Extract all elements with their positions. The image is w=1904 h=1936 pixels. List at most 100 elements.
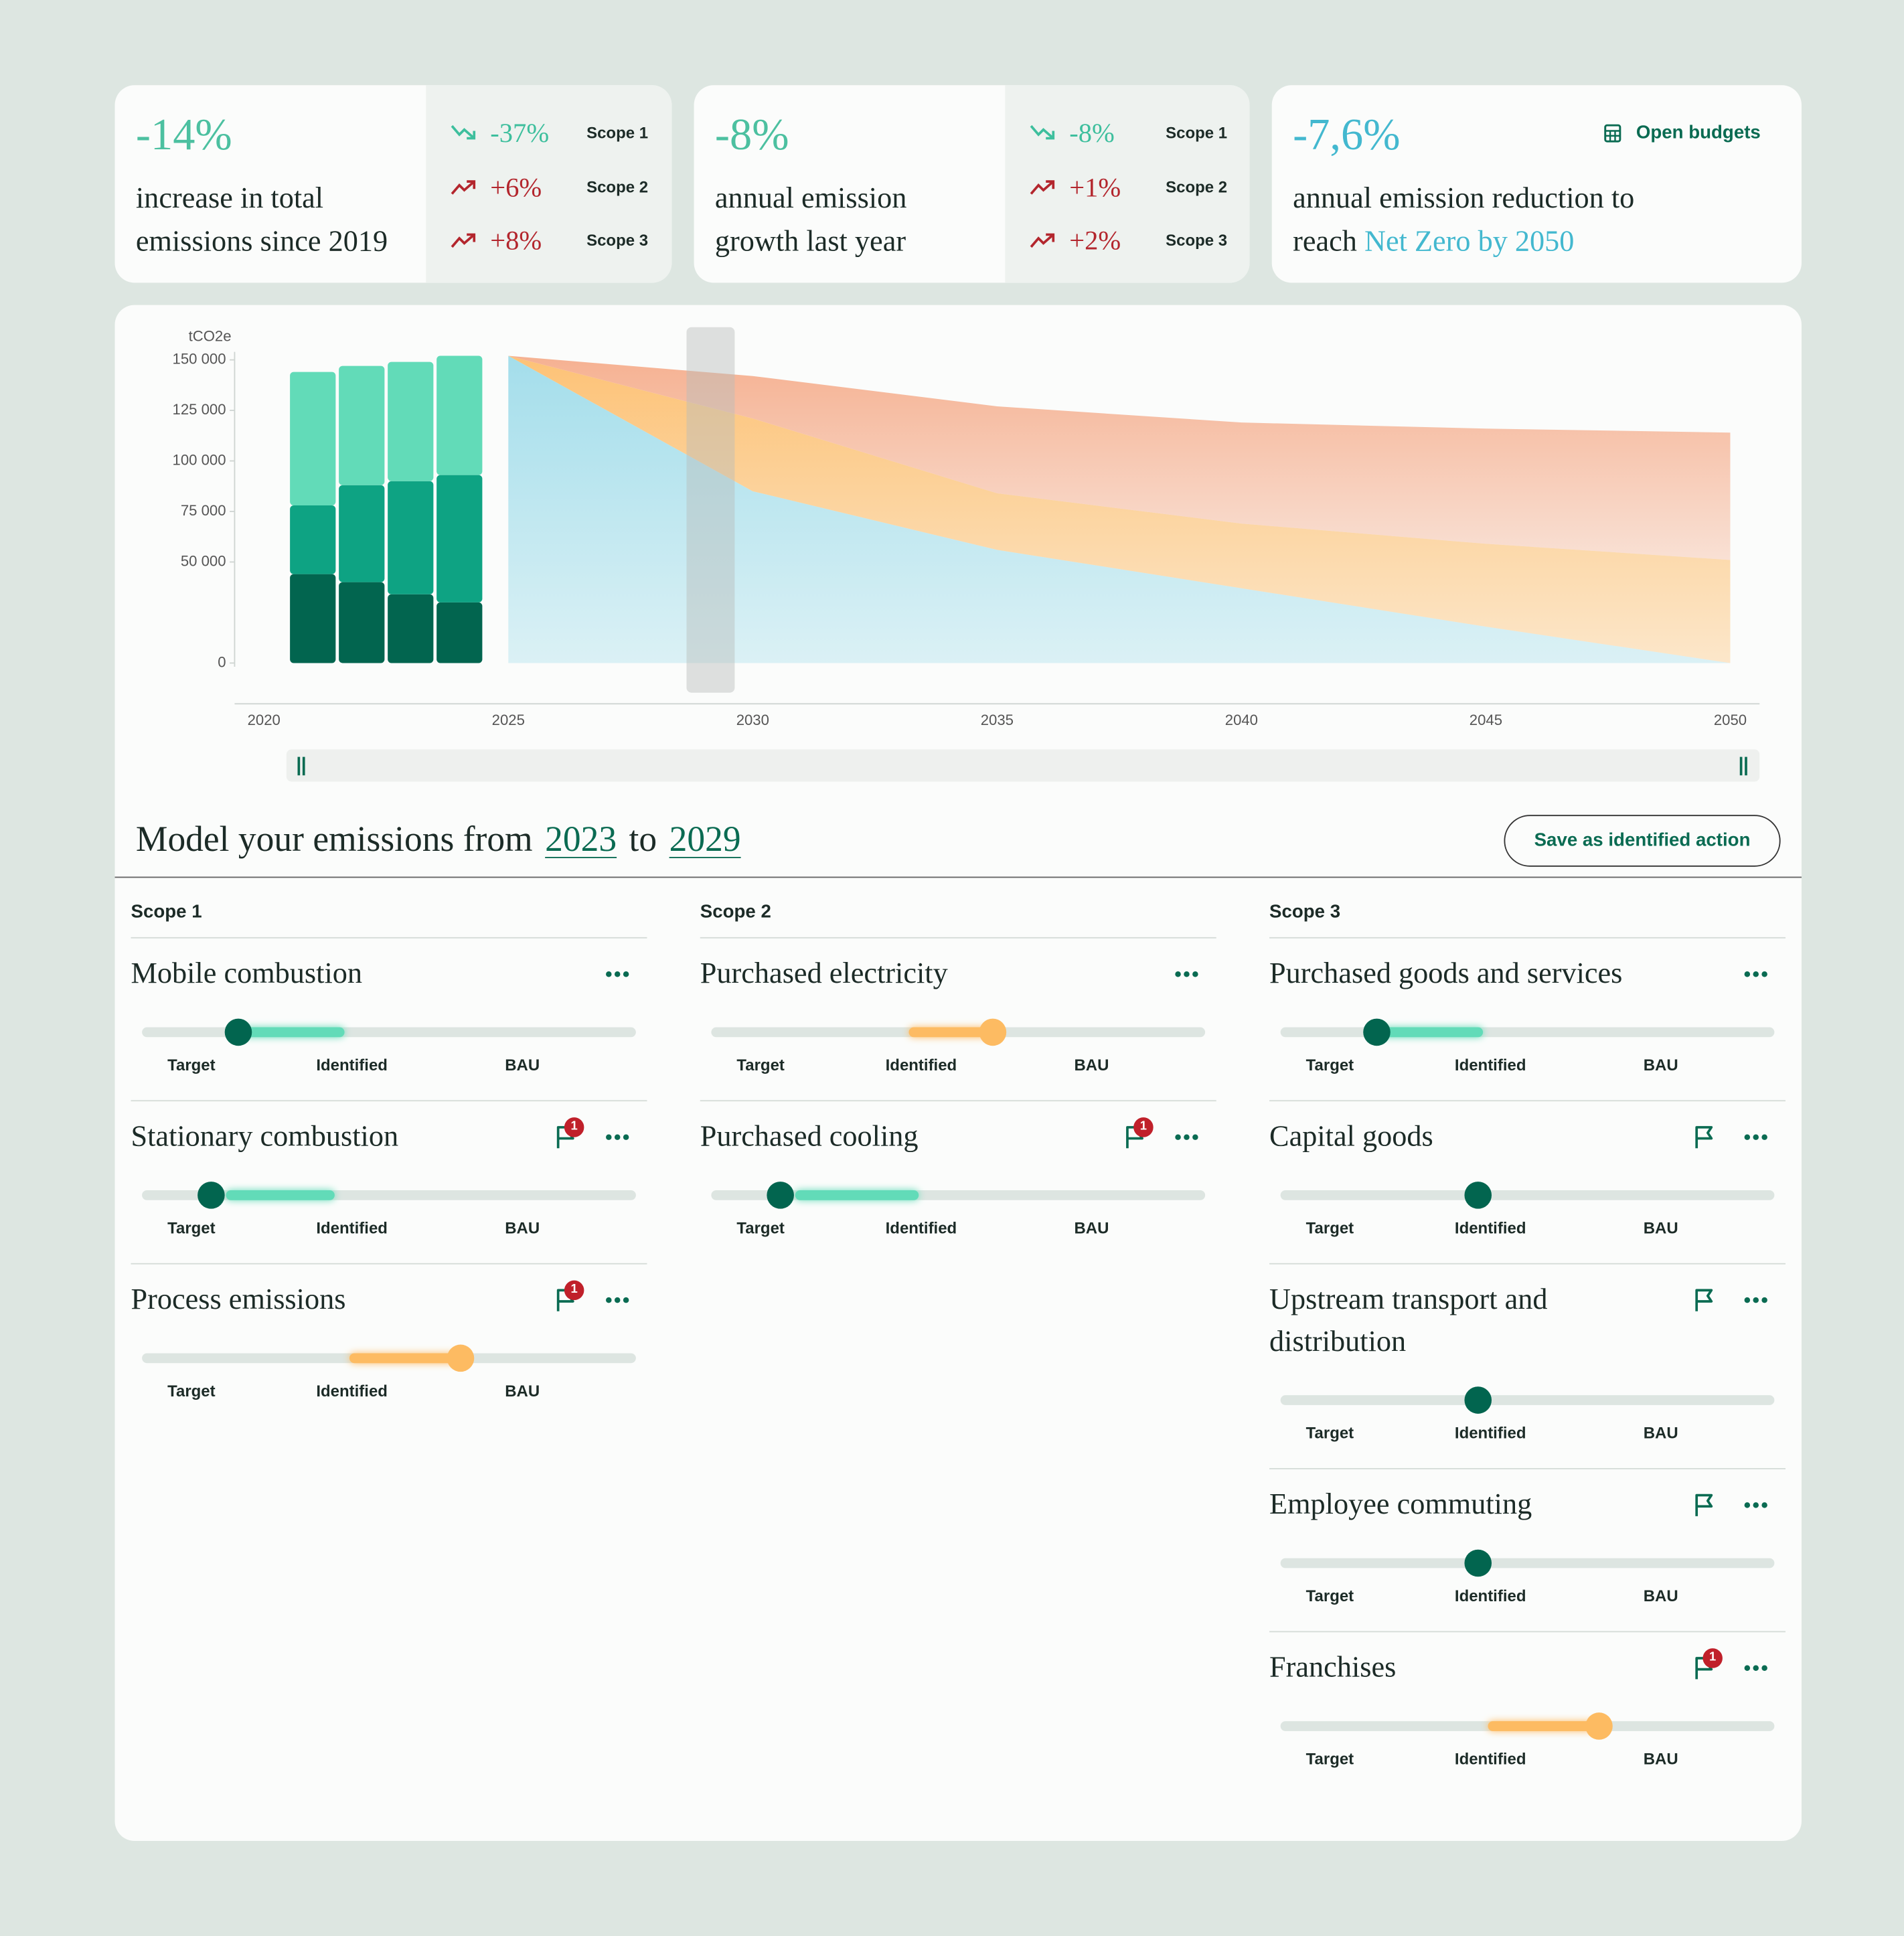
dot — [1761, 1665, 1767, 1672]
kpi-text: increase in total emissions since 2019 — [136, 178, 402, 264]
kpi-highlight: Net Zero by 2050 — [1364, 226, 1575, 258]
slider-thumb[interactable] — [1464, 1386, 1492, 1414]
trend-icon — [451, 179, 476, 194]
scope-item: Capital goods Target Identified BAU — [1269, 1100, 1786, 1263]
slider-thumb[interactable] — [979, 1018, 1007, 1046]
more-button[interactable] — [1743, 1133, 1768, 1141]
trend-icon — [1030, 179, 1055, 194]
breakdown-label: Scope 3 — [586, 230, 649, 250]
more-button[interactable] — [605, 971, 630, 978]
slider-label: Target — [167, 1055, 216, 1074]
range-scrubber[interactable] — [286, 749, 1760, 782]
dot — [623, 1297, 629, 1303]
model-heading: Model your emissions from 2023 to 2029 — [136, 815, 741, 864]
breakdown-row: -37% Scope 1 — [426, 115, 671, 152]
dot — [614, 971, 621, 977]
item-icons: 1 — [1123, 1116, 1199, 1158]
flag-icon — [1695, 1126, 1713, 1149]
more-button[interactable] — [1743, 1502, 1768, 1509]
slider-fill — [238, 1027, 345, 1038]
slider-fill — [1376, 1027, 1484, 1038]
dot — [1761, 971, 1767, 977]
dot — [623, 971, 629, 977]
kpi-text-body: annual emission growth last year — [714, 182, 907, 258]
slider-labels: Target Identified BAU — [1269, 1425, 1786, 1442]
slider-labels: Target Identified BAU — [1269, 1056, 1786, 1074]
from-year[interactable]: 2023 — [545, 819, 617, 860]
slider-thumb[interactable] — [1464, 1182, 1492, 1209]
scrubber-handle-left[interactable] — [297, 756, 305, 776]
trend-line — [1030, 234, 1054, 248]
bar-segment — [437, 602, 483, 663]
dot — [623, 1134, 629, 1140]
x-tick-label: 2045 — [1470, 712, 1502, 728]
flag-button[interactable] — [1692, 1287, 1719, 1314]
y-tick-label: 150 000 — [173, 350, 226, 367]
slider-label: Target — [1305, 1587, 1354, 1605]
bar-segment — [339, 366, 385, 485]
slider-label: BAU — [505, 1055, 540, 1074]
kpi-headline: -8% — [714, 110, 789, 159]
flag-button[interactable]: 1 — [553, 1117, 584, 1151]
dot — [606, 1297, 612, 1303]
slider-thumb[interactable] — [1363, 1018, 1391, 1046]
slider-label: Target — [167, 1218, 216, 1238]
x-tick-label: 2050 — [1714, 712, 1747, 728]
flag-button[interactable]: 1 — [1123, 1117, 1154, 1151]
scope-breakdown: -8% Scope 1 +1% Scope 2 +2% Scope 3 — [1005, 85, 1250, 283]
slider-thumb[interactable] — [1585, 1712, 1613, 1740]
slider-label: Target — [1305, 1218, 1354, 1238]
flag-badge: 1 — [1702, 1648, 1723, 1668]
icon-grid — [1605, 130, 1620, 142]
kpi-card: -7,6% annual emission reduction to reach N… — [1271, 85, 1802, 283]
flag-shape — [1695, 1126, 1713, 1149]
more-button[interactable] — [1743, 1664, 1768, 1672]
slider-label: Identified — [885, 1055, 957, 1074]
flag-button[interactable]: 1 — [553, 1280, 584, 1314]
slider — [131, 1018, 647, 1046]
y-tick-label: 0 — [218, 653, 226, 670]
flag-button[interactable] — [1692, 1491, 1719, 1519]
budget-icon — [1604, 124, 1621, 143]
kpi-headline: -7,6% — [1293, 110, 1401, 159]
dot — [1744, 971, 1751, 977]
projection-area — [508, 355, 1731, 663]
item-name: Purchased goods and services — [1269, 958, 1623, 991]
slider-label: Target — [736, 1218, 785, 1238]
bar-segment — [388, 594, 434, 663]
slider-track — [1280, 1027, 1775, 1038]
save-button[interactable]: Save as identified action — [1504, 815, 1781, 867]
more-button[interactable] — [1743, 1297, 1768, 1304]
flag-button[interactable] — [1692, 1123, 1719, 1151]
slider-thumb[interactable] — [447, 1344, 475, 1372]
icon-frame — [1604, 124, 1621, 143]
dot — [1753, 1665, 1759, 1672]
slider-thumb[interactable] — [767, 1182, 794, 1209]
breakdown-row: +2% Scope 3 — [1005, 222, 1249, 259]
open-budgets-link[interactable]: Open budgets — [1636, 122, 1761, 143]
slider — [131, 1344, 647, 1372]
slider-thumb[interactable] — [197, 1182, 225, 1209]
slider — [1269, 1712, 1786, 1740]
flag-button[interactable]: 1 — [1692, 1648, 1723, 1682]
trend-line — [451, 234, 475, 248]
slider-thumb[interactable] — [1464, 1549, 1492, 1577]
bar-segment — [388, 361, 434, 481]
breakdown-value: -37% — [490, 117, 550, 149]
scrubber-handle-right[interactable] — [1739, 756, 1747, 776]
more-button[interactable] — [605, 1297, 630, 1304]
slider-labels: Target Identified BAU — [700, 1055, 1216, 1074]
more-button[interactable] — [1174, 971, 1199, 978]
slider-thumb[interactable] — [224, 1018, 252, 1046]
scope-item: Process emissions 1 Target Identified BAU — [131, 1263, 647, 1426]
to-year[interactable]: 2029 — [669, 819, 741, 860]
scope-item: Purchased goods and services Target Identi… — [1269, 937, 1786, 1100]
slider — [131, 1182, 647, 1209]
more-button[interactable] — [605, 1133, 630, 1141]
breakdown-value: +1% — [1069, 171, 1121, 202]
item-icons: 1 — [1692, 1647, 1768, 1689]
more-button[interactable] — [1174, 1133, 1199, 1141]
item-name: Employee commuting — [1269, 1489, 1532, 1522]
more-button[interactable] — [1743, 971, 1768, 978]
